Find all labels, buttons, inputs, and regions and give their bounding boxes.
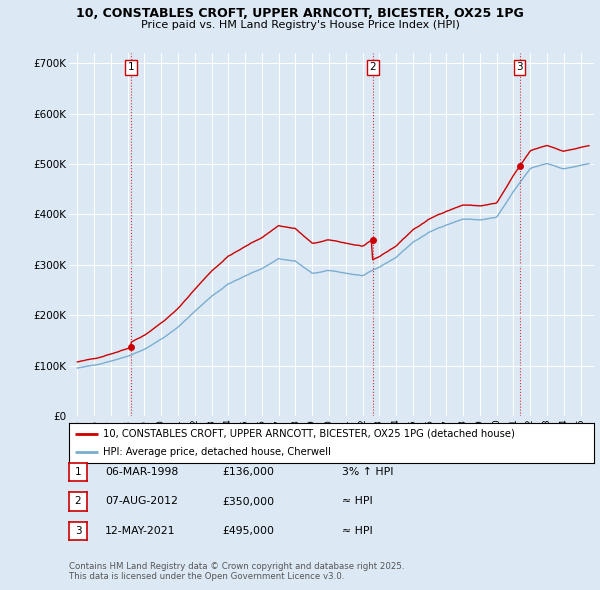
Text: Price paid vs. HM Land Registry's House Price Index (HPI): Price paid vs. HM Land Registry's House … — [140, 20, 460, 30]
Text: 3: 3 — [516, 62, 523, 72]
Text: £495,000: £495,000 — [222, 526, 274, 536]
Text: 10, CONSTABLES CROFT, UPPER ARNCOTT, BICESTER, OX25 1PG (detached house): 10, CONSTABLES CROFT, UPPER ARNCOTT, BIC… — [103, 429, 515, 439]
Text: £350,000: £350,000 — [222, 497, 274, 506]
Text: 07-AUG-2012: 07-AUG-2012 — [105, 497, 178, 506]
Text: This data is licensed under the Open Government Licence v3.0.: This data is licensed under the Open Gov… — [69, 572, 344, 581]
Text: 12-MAY-2021: 12-MAY-2021 — [105, 526, 176, 536]
Text: 2: 2 — [369, 62, 376, 72]
Text: ≈ HPI: ≈ HPI — [342, 526, 373, 536]
Text: 3: 3 — [74, 526, 82, 536]
Text: £136,000: £136,000 — [222, 467, 274, 477]
Text: 2: 2 — [74, 497, 82, 506]
Text: 06-MAR-1998: 06-MAR-1998 — [105, 467, 178, 477]
Text: 10, CONSTABLES CROFT, UPPER ARNCOTT, BICESTER, OX25 1PG: 10, CONSTABLES CROFT, UPPER ARNCOTT, BIC… — [76, 7, 524, 20]
Text: 1: 1 — [127, 62, 134, 72]
Text: 3% ↑ HPI: 3% ↑ HPI — [342, 467, 394, 477]
Text: 1: 1 — [74, 467, 82, 477]
Text: Contains HM Land Registry data © Crown copyright and database right 2025.: Contains HM Land Registry data © Crown c… — [69, 562, 404, 571]
Text: ≈ HPI: ≈ HPI — [342, 497, 373, 506]
Text: HPI: Average price, detached house, Cherwell: HPI: Average price, detached house, Cher… — [103, 447, 331, 457]
